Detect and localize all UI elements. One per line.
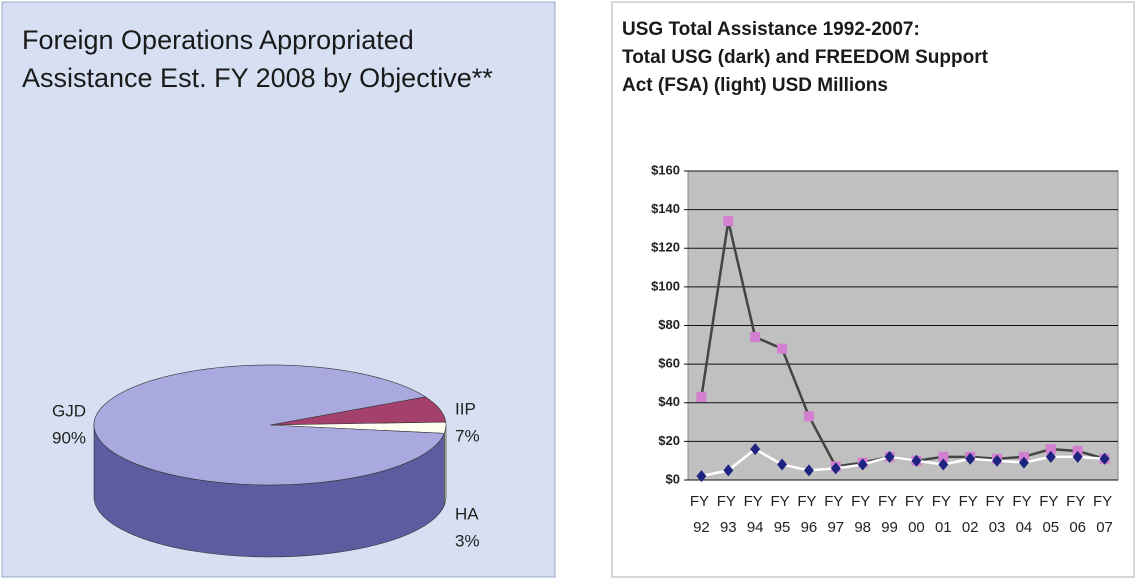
y-tick-label: $100: [651, 278, 680, 293]
x-tick-label-line: 93: [720, 519, 737, 536]
pie-label: GJD: [52, 401, 86, 420]
y-tick-label: $0: [666, 471, 680, 486]
point-marker: [938, 458, 949, 471]
point-marker: [884, 450, 895, 463]
x-tick-label-line: FY: [959, 493, 982, 510]
x-tick-label: FY 99: [878, 493, 901, 536]
x-tick-label: FY 01: [932, 493, 955, 536]
point-marker: [1045, 450, 1056, 463]
chart-title: Foreign Operations Appropriated: [22, 25, 414, 55]
x-tick-label: FY 00: [905, 493, 928, 536]
point-marker: [830, 462, 841, 475]
x-tick-label-line: FY: [1066, 493, 1089, 510]
chart-title: Total USG (dark) and FREEDOM Support: [622, 47, 989, 68]
point-marker: [1018, 456, 1029, 469]
x-tick-label: FY 93: [717, 493, 740, 536]
point-marker: [750, 332, 761, 343]
y-tick-label: $80: [658, 317, 680, 332]
x-tick-label-line: 99: [881, 519, 898, 536]
point-marker: [803, 411, 814, 422]
x-tick-label-line: FY: [932, 493, 955, 510]
point-marker: [857, 458, 868, 471]
point-marker: [723, 216, 734, 227]
x-tick-label-line: FY: [797, 493, 820, 510]
x-tick-label: FY 05: [1039, 493, 1062, 536]
y-tick-label: $20: [658, 433, 680, 448]
point-marker: [1072, 450, 1083, 463]
x-tick-label-line: FY: [744, 493, 767, 510]
point-marker: [777, 458, 788, 471]
series-line: [701, 447, 1105, 478]
x-tick-label-line: FY: [986, 493, 1009, 510]
chart-title: USG Total Assistance 1992-2007:: [622, 19, 920, 40]
x-tick-label: FY 95: [771, 493, 794, 536]
y-tick-label: $160: [651, 162, 680, 177]
point-marker: [938, 451, 949, 462]
pie-label: IIP: [455, 399, 476, 418]
chart-title: Act (FSA) (light) USD Millions: [622, 75, 888, 96]
x-tick-label-line: FY: [1039, 493, 1062, 510]
x-tick-label-line: FY: [905, 493, 928, 510]
point-marker: [1045, 444, 1056, 455]
x-tick-label: FY 03: [986, 493, 1009, 536]
x-tick-label-line: FY: [851, 493, 874, 510]
x-tick-label-line: FY: [878, 493, 901, 510]
point-marker: [723, 464, 734, 477]
x-tick-label-line: 05: [1042, 519, 1059, 536]
point-marker: [777, 343, 788, 354]
point-marker: [750, 443, 761, 456]
x-tick-label: FY 94: [744, 493, 767, 536]
y-tick-label: $120: [651, 240, 680, 255]
x-tick-label-line: 95: [774, 519, 791, 536]
point-marker: [696, 470, 707, 483]
x-tick-label: FY 04: [1012, 493, 1035, 536]
x-tick-label-line: FY: [771, 493, 794, 510]
y-tick-label: $140: [651, 201, 680, 216]
x-tick-label-line: 02: [962, 519, 979, 536]
pie-value-label: 3%: [455, 531, 480, 550]
x-tick-label: FY 96: [797, 493, 820, 536]
pie-label: HA: [455, 504, 479, 523]
point-marker: [992, 454, 1003, 467]
x-tick-label-line: 04: [1016, 519, 1033, 536]
pie-value-label: 7%: [455, 426, 480, 445]
x-tick-label: FY 98: [851, 493, 874, 536]
x-tick-label-line: 01: [935, 519, 952, 536]
x-tick-label-line: 96: [801, 519, 818, 536]
x-tick-label-line: 07: [1096, 519, 1113, 536]
pie-slice: [93, 364, 445, 486]
point-marker: [911, 454, 922, 467]
x-tick-label-line: 06: [1069, 519, 1086, 536]
x-tick-label-line: FY: [824, 493, 847, 510]
y-tick-label: $60: [658, 356, 680, 371]
x-tick-label-line: 97: [827, 519, 844, 536]
x-tick-label: FY 06: [1066, 493, 1089, 536]
y-tick-label: $40: [658, 394, 680, 409]
point-marker: [965, 452, 976, 465]
x-tick-label-line: FY: [1012, 493, 1035, 510]
x-tick-label-line: 03: [989, 519, 1006, 536]
x-tick-label-line: 92: [693, 519, 710, 536]
x-tick-label-line: FY: [717, 493, 740, 510]
chart-title: Assistance Est. FY 2008 by Objective**: [22, 63, 493, 93]
point-marker: [696, 391, 707, 402]
x-tick-label-line: FY: [690, 493, 713, 510]
x-tick-label-line: 00: [908, 519, 925, 536]
pie-value-label: 90%: [52, 428, 86, 447]
point-marker: [1099, 452, 1110, 465]
x-tick-label-line: FY: [1093, 493, 1116, 510]
x-tick-label: FY 97: [824, 493, 847, 536]
x-tick-label-line: 98: [854, 519, 871, 536]
x-tick-label-line: 94: [747, 519, 764, 536]
x-tick-label: FY 92: [690, 493, 713, 536]
x-tick-label: FY 07: [1093, 493, 1116, 536]
point-marker: [803, 464, 814, 477]
x-tick-label: FY 02: [959, 493, 982, 536]
